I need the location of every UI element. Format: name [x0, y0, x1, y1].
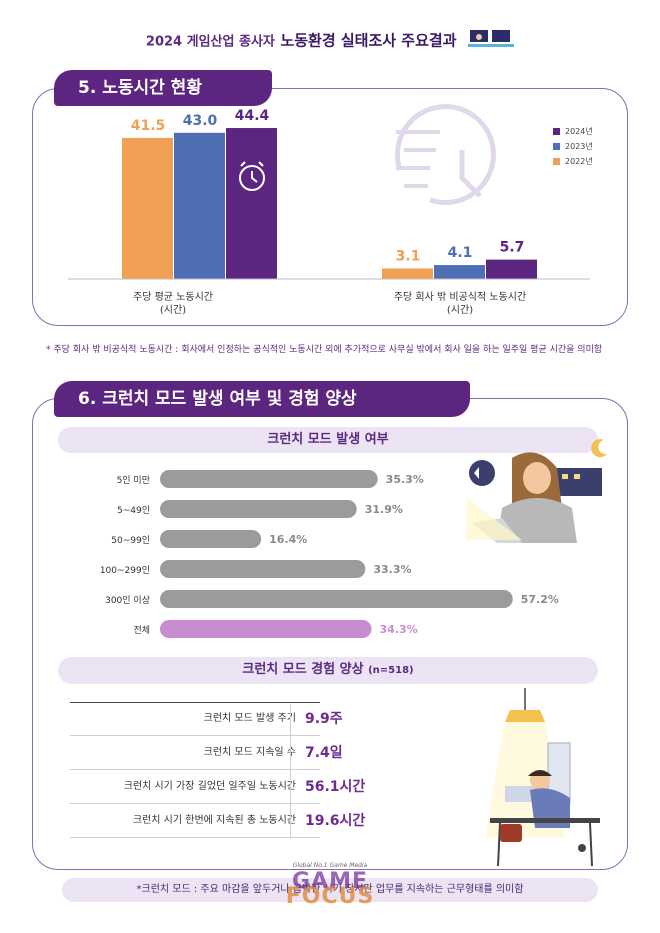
section5-box	[32, 88, 628, 326]
page-header: 2024 게임산업 종사자 노동환경 실태조사 주요결과	[0, 28, 660, 54]
header-prefix: 2024 게임산업 종사자	[145, 34, 275, 50]
overworked-desk-illustration	[470, 688, 610, 872]
section6-footnote: *크런치 모드 : 주요 마감을 앞두거나 급박한 시기 장시간 업무를 지속하…	[62, 878, 598, 902]
chart1-value-label-1-1: 4.1	[448, 245, 473, 261]
experience-table-column-divider	[290, 704, 291, 838]
chart1-legend: 2024년 2023년 2022년	[553, 126, 593, 166]
experience-row-value: 56.1시간	[305, 779, 366, 795]
experience-row-value: 19.6시간	[305, 813, 366, 829]
chart1-legend-label-1: 2023년	[565, 141, 593, 151]
experience-table-row: 크런치 시기 한번에 지속된 총 노동시간 19.6시간	[70, 804, 365, 838]
chart1-bar-2-0	[226, 128, 277, 279]
chart1-legend-swatch-1	[553, 143, 560, 150]
chart1-legend-label-0: 2024년	[565, 126, 593, 136]
chart2-category-label-1: 5~49인	[117, 505, 150, 516]
chart2-category-label-2: 50~99인	[111, 535, 150, 546]
crunch-experience-title-text: 크런치 모드 경험 양상	[242, 662, 364, 677]
clock-outline-icon	[394, 104, 496, 206]
work-hours-chart: 41.5 3.1 43.0 4.1 44.4 5.7 2024년 2023년 2022년 주당…	[68, 104, 593, 316]
crunch-occurrence-chart: 5인 미만 35.3% 5~49인 31.9% 50~99인 16.4% 100~299인 3…	[100, 470, 559, 638]
crunch-experience-n: (n=518)	[368, 665, 414, 676]
experience-table-row: 크런치 모드 지속일 수 7.4일	[70, 736, 343, 770]
chart2-value-label-0: 35.3%	[386, 473, 424, 486]
chart1-legend-label-2: 2022년	[565, 156, 593, 166]
chart1-category-label-1-line2: (시간)	[447, 304, 473, 316]
chart2-category-label-0: 5인 미만	[117, 475, 150, 486]
chart2-value-label-1: 31.9%	[365, 503, 403, 516]
chart1-category-label-0-line2: (시간)	[160, 304, 186, 316]
chart1-bar-1-0	[174, 132, 225, 279]
chart2-category-label-4: 300인 이상	[105, 595, 150, 606]
chart1-value-label-0-0: 41.5	[131, 118, 166, 134]
chart2-value-label-4: 57.2%	[521, 593, 559, 606]
chart1-category-label-0-line1: 주당 평균 노동시간	[133, 291, 213, 303]
section5-title: 5. 노동시간 현황	[54, 70, 272, 106]
chart2-bar-5	[160, 620, 372, 638]
chart1-value-label-0-1: 3.1	[396, 248, 421, 264]
chart2-category-label-3: 100~299인	[100, 565, 150, 576]
chart1-bar-0-1	[382, 268, 433, 279]
experience-row-label: 크런치 모드 발생 주기	[203, 713, 296, 724]
section6-title: 6. 크런치 모드 발생 여부 및 경험 양상	[54, 381, 470, 417]
watermark-tagline: Global No.1 Game Media	[292, 862, 368, 869]
desk-lamp-icon	[505, 710, 545, 722]
chart1-bar-2-1	[486, 259, 537, 279]
chart1-value-label-1-0: 43.0	[183, 113, 218, 129]
experience-row-value: 9.9주	[305, 711, 343, 727]
experience-row-label: 크런치 시기 한번에 지속된 총 노동시간	[132, 815, 296, 826]
watermark-line2: FOCUS	[285, 884, 375, 909]
computer-illustration-icon	[468, 28, 515, 54]
chart1-bar-1-1	[434, 265, 485, 279]
chart1-value-label-2-0: 44.4	[235, 108, 270, 124]
chart1-bar-0-0	[122, 137, 173, 279]
alarm-clock-icon	[239, 161, 265, 191]
chart1-value-label-2-1: 5.7	[500, 240, 525, 256]
moon-icon	[588, 437, 610, 463]
experience-table-row: 크런치 모드 발생 주기 9.9주	[70, 702, 343, 736]
chart2-bar-2	[160, 530, 262, 548]
chart2-value-label-5: 34.3%	[380, 623, 418, 636]
chart1-category-label-1-line1: 주당 회사 밖 비공식적 노동시간	[394, 291, 526, 303]
experience-row-value: 7.4일	[305, 745, 343, 761]
header-title: 노동환경 실태조사 주요결과	[280, 31, 457, 50]
chart2-value-label-2: 16.4%	[269, 533, 307, 546]
chart1-legend-swatch-0	[553, 128, 560, 135]
experience-row-label: 크런치 모드 지속일 수	[203, 747, 296, 758]
watermark-line1: GAME	[291, 869, 368, 894]
tired-worker-illustration	[462, 448, 612, 562]
experience-row-label: 크런치 시기 가장 길었던 일주일 노동시간	[123, 781, 296, 792]
chart2-bar-0	[160, 470, 378, 488]
chart1-legend-swatch-2	[553, 158, 560, 165]
section5-footnote: * 주당 회사 밖 비공식적 노동시간 : 회사에서 인정하는 공식적인 노동시…	[46, 345, 603, 355]
chart2-bar-3	[160, 560, 366, 578]
chart2-category-label-5: 전체	[133, 625, 150, 636]
watermark-logo: Global No.1 Game Media GAME FOCUS	[260, 862, 400, 909]
experience-table-top-border	[70, 702, 320, 703]
chart2-value-label-3: 33.3%	[373, 563, 411, 576]
chart2-bar-4	[160, 590, 513, 608]
crunch-occurrence-title: 크런치 모드 발생 여부	[58, 427, 598, 453]
experience-table-row: 크런치 시기 가장 길었던 일주일 노동시간 56.1시간	[70, 770, 365, 804]
chart2-bar-1	[160, 500, 357, 518]
crunch-experience-title: 크런치 모드 경험 양상 (n=518)	[58, 657, 598, 684]
